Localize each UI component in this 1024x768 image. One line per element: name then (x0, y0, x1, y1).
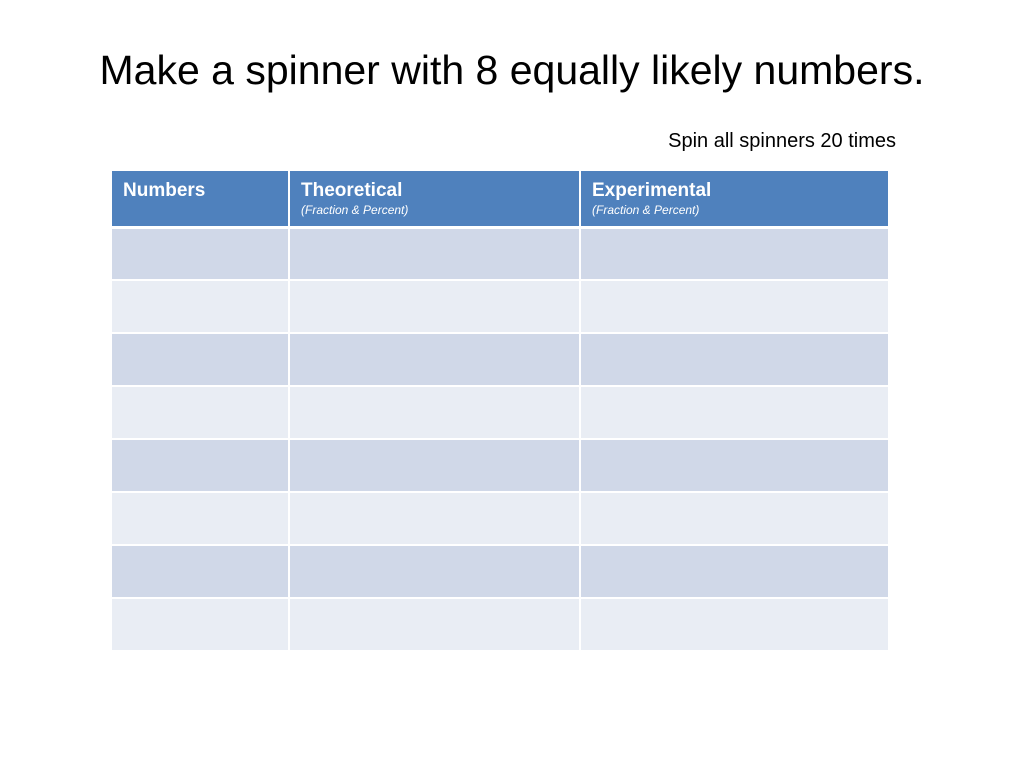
instruction-text: Spin all spinners 20 times (668, 130, 896, 152)
cell-theoretical[interactable] (288, 332, 581, 387)
cell-number[interactable] (110, 597, 290, 652)
cell-theoretical[interactable] (288, 438, 581, 493)
cell-number[interactable] (110, 385, 290, 440)
header-theoretical-note: (Fraction & Percent) (301, 203, 409, 217)
header-experimental: Experimental (Fraction & Percent) (579, 169, 890, 229)
table-row (110, 332, 890, 387)
cell-theoretical[interactable] (288, 597, 581, 652)
header-theoretical: Theoretical (Fraction & Percent) (288, 169, 581, 229)
cell-theoretical[interactable] (288, 544, 581, 599)
cell-theoretical[interactable] (288, 491, 581, 546)
table-row (110, 438, 890, 493)
table-row (110, 279, 890, 334)
header-experimental-label: Experimental (592, 180, 712, 201)
table-row (110, 491, 890, 546)
cell-experimental[interactable] (579, 491, 890, 546)
cell-experimental[interactable] (579, 597, 890, 652)
cell-number[interactable] (110, 226, 290, 281)
cell-experimental[interactable] (579, 385, 890, 440)
cell-experimental[interactable] (579, 438, 890, 493)
header-numbers: Numbers (110, 169, 290, 229)
header-numbers-label: Numbers (123, 180, 206, 201)
cell-number[interactable] (110, 544, 290, 599)
cell-experimental[interactable] (579, 226, 890, 281)
cell-experimental[interactable] (579, 332, 890, 387)
table-row (110, 544, 890, 599)
table-row (110, 597, 890, 652)
cell-theoretical[interactable] (288, 279, 581, 334)
header-theoretical-label: Theoretical (301, 180, 403, 201)
results-table: Numbers Theoretical (Fraction & Percent)… (110, 169, 890, 652)
header-experimental-note: (Fraction & Percent) (592, 203, 700, 217)
slide-title: Make a spinner with 8 equally likely num… (99, 47, 925, 93)
table-row (110, 226, 890, 281)
cell-number[interactable] (110, 491, 290, 546)
cell-theoretical[interactable] (288, 385, 581, 440)
table-header-row: Numbers Theoretical (Fraction & Percent)… (110, 169, 890, 229)
cell-experimental[interactable] (579, 544, 890, 599)
table-row (110, 385, 890, 440)
cell-number[interactable] (110, 438, 290, 493)
cell-number[interactable] (110, 279, 290, 334)
cell-theoretical[interactable] (288, 226, 581, 281)
cell-number[interactable] (110, 332, 290, 387)
cell-experimental[interactable] (579, 279, 890, 334)
